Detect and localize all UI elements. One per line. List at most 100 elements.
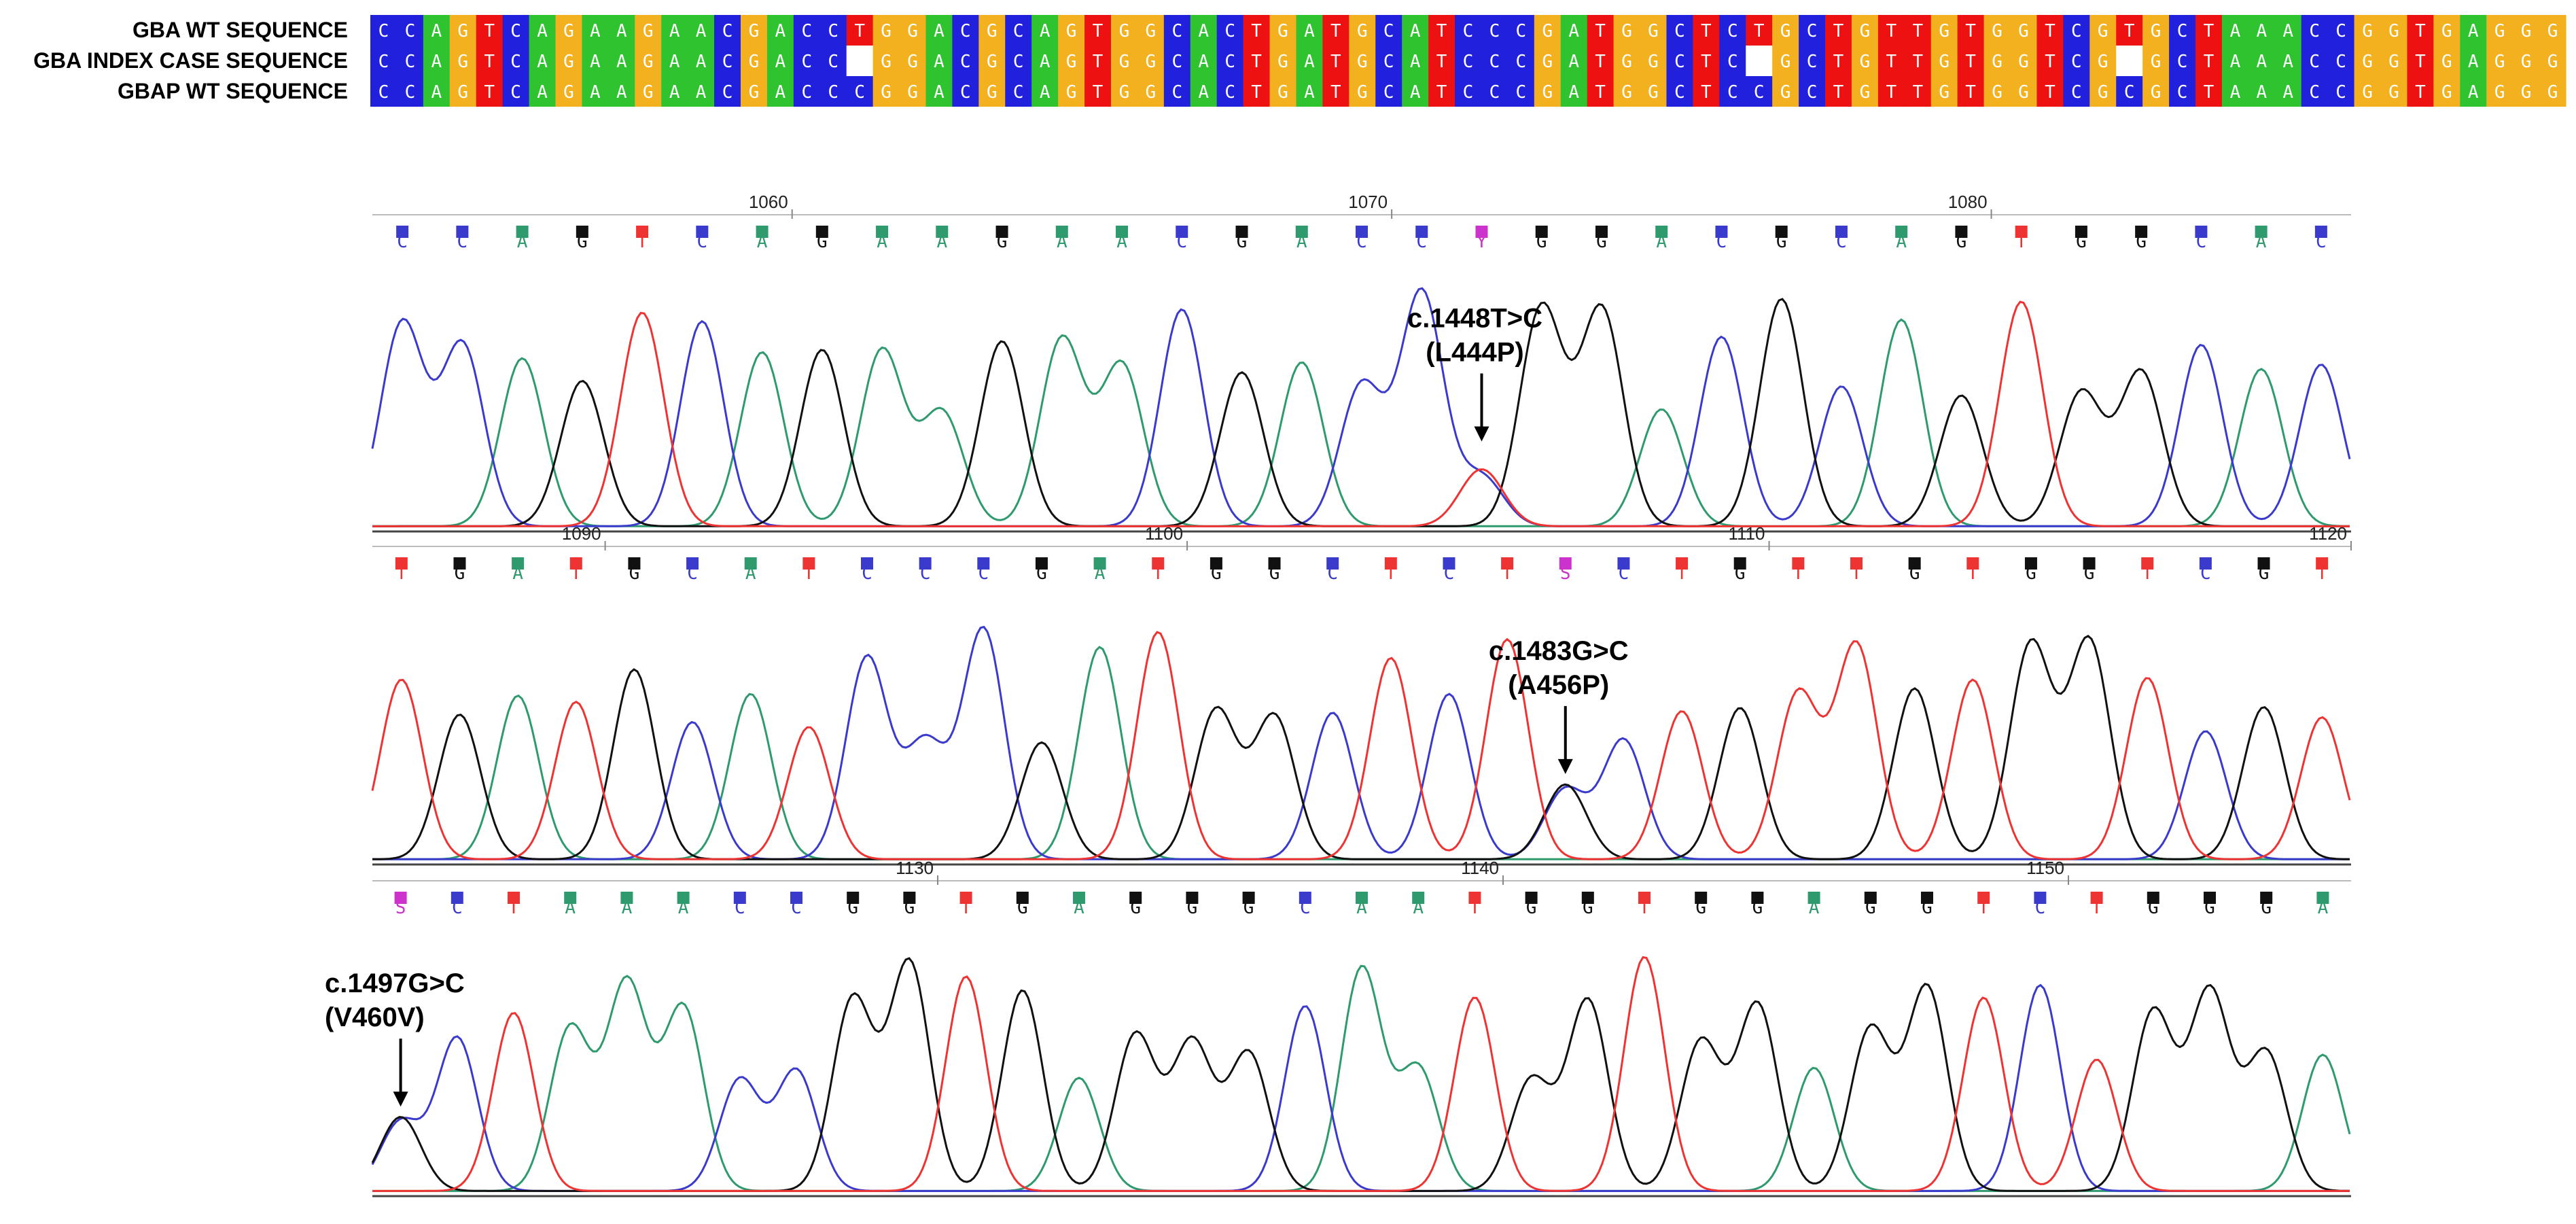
base-call-marker xyxy=(628,557,641,570)
base-call-marker xyxy=(1807,892,1820,904)
alignment-cell-color xyxy=(819,46,847,76)
alignment-cell: T xyxy=(1693,76,1720,107)
alignment-base: G xyxy=(1542,21,1553,41)
alignment-cell: A xyxy=(608,76,635,107)
base-call-letter: A xyxy=(936,232,947,252)
base-call-marker xyxy=(1715,226,1728,238)
alignment-cell-color xyxy=(1269,15,1297,46)
alignment-base: C xyxy=(510,82,521,103)
alignment-base: C xyxy=(2309,21,2320,41)
alignment-cell: T xyxy=(1825,15,1852,46)
alignment-cell-color xyxy=(1666,76,1693,107)
alignment-cell: C xyxy=(819,15,847,46)
trace-G xyxy=(372,298,2350,527)
position-tick-label: 1060 xyxy=(749,192,788,212)
alignment-cell-color xyxy=(846,76,874,107)
mutation-label: c.1497G>C xyxy=(325,968,465,998)
alignment-cell-color xyxy=(978,46,1006,76)
alignment-cell-color xyxy=(1719,46,1746,76)
alignment-cell-color xyxy=(661,76,688,107)
alignment-cell: A xyxy=(1296,46,1323,76)
alignment-base: A xyxy=(2257,21,2268,41)
alignment-cell-color xyxy=(1904,76,1932,107)
alignment-base: T xyxy=(1833,21,1844,41)
alignment-cell: C xyxy=(1375,76,1402,107)
alignment-cell-color xyxy=(2327,76,2355,107)
base-call-letter: T xyxy=(1793,563,1804,584)
base-call-marker xyxy=(1268,557,1281,570)
trace-C xyxy=(371,983,2350,1192)
base-call-marker xyxy=(1850,557,1863,570)
alignment-cell: G xyxy=(1851,46,1879,76)
base-call-marker xyxy=(1751,892,1764,904)
alignment-cell-color xyxy=(1772,76,1799,107)
alignment-cell: T xyxy=(1904,76,1932,107)
alignment-cell: A xyxy=(2274,76,2302,107)
alignment-cell: G xyxy=(1137,46,1165,76)
alignment-cell: C xyxy=(1163,76,1191,107)
alignment-cell: C xyxy=(1375,15,1402,46)
base-call-letter: C xyxy=(1176,232,1187,252)
alignment-cell-color xyxy=(608,76,635,107)
alignment-base: A xyxy=(669,52,680,72)
alignment-base: C xyxy=(1727,21,1738,41)
alignment-cell: G xyxy=(1534,15,1562,46)
alignment-base: G xyxy=(881,82,892,103)
alignment-cell-color xyxy=(1005,15,1032,46)
alignment-cell: G xyxy=(1983,46,2011,76)
base-call-letter: T xyxy=(2316,563,2327,584)
alignment-cell: G xyxy=(555,15,583,46)
alignment-cell: G xyxy=(1058,76,1085,107)
base-call-marker xyxy=(696,226,709,238)
alignment-cell: T xyxy=(1957,15,1985,46)
alignment-cell: C xyxy=(1799,76,1826,107)
base-call-marker xyxy=(1955,226,1968,238)
alignment-cell-color xyxy=(1137,46,1165,76)
base-call-letter: G xyxy=(455,563,465,584)
alignment-cell: A xyxy=(2248,15,2276,46)
alignment-cell-color xyxy=(1693,46,1720,76)
alignment-cell-color xyxy=(2513,15,2540,46)
alignment-base: G xyxy=(1992,82,2002,103)
alignment-base: T xyxy=(1251,21,1262,41)
base-call-marker xyxy=(1443,557,1455,570)
alignment-base: A xyxy=(775,52,786,72)
alignment-cell: T xyxy=(2036,76,2064,107)
alignment-cell: T xyxy=(1428,76,1455,107)
alignment-cell-color xyxy=(2116,46,2143,76)
position-tick-label: 1070 xyxy=(1348,192,1388,212)
base-call-letter: C xyxy=(735,898,745,918)
base-call-letter: G xyxy=(629,563,640,584)
base-call-letter: G xyxy=(2136,232,2147,252)
alignment-cell: G xyxy=(1851,76,1879,107)
base-call-letter: G xyxy=(1017,898,1028,918)
alignment-base: C xyxy=(722,21,733,41)
alignment-base: G xyxy=(1621,82,1632,103)
alignment-cell: C xyxy=(714,15,741,46)
base-call-marker xyxy=(2024,557,2037,570)
alignment-cell: C xyxy=(2327,15,2355,46)
alignment-cell: C xyxy=(2301,15,2329,46)
base-call-letter: G xyxy=(1735,563,1746,584)
alignment-cell-color xyxy=(1534,46,1562,76)
alignment-cell: G xyxy=(2433,76,2460,107)
alignment-cell: G xyxy=(1613,76,1641,107)
position-tick-label: 1150 xyxy=(2026,858,2064,878)
alignment-cell-color xyxy=(370,15,398,46)
alignment-cell: G xyxy=(1851,15,1879,46)
alignment-cell: A xyxy=(1402,76,1429,107)
alignment-cell: G xyxy=(2142,15,2170,46)
alignment-base: C xyxy=(801,82,812,103)
base-call-marker xyxy=(1299,892,1311,904)
alignment-cell-color xyxy=(608,46,635,76)
base-call-letter: G xyxy=(997,232,1008,252)
alignment-cell: C xyxy=(1005,15,1032,46)
alignment-base: G xyxy=(2494,52,2505,72)
alignment-cell: T xyxy=(1877,15,1905,46)
alignment-cell-color xyxy=(396,46,424,76)
alignment-cell: C xyxy=(952,76,979,107)
alignment-cell-color xyxy=(423,76,451,107)
alignment-cell: T xyxy=(2407,46,2434,76)
base-call-letter: G xyxy=(847,898,858,918)
